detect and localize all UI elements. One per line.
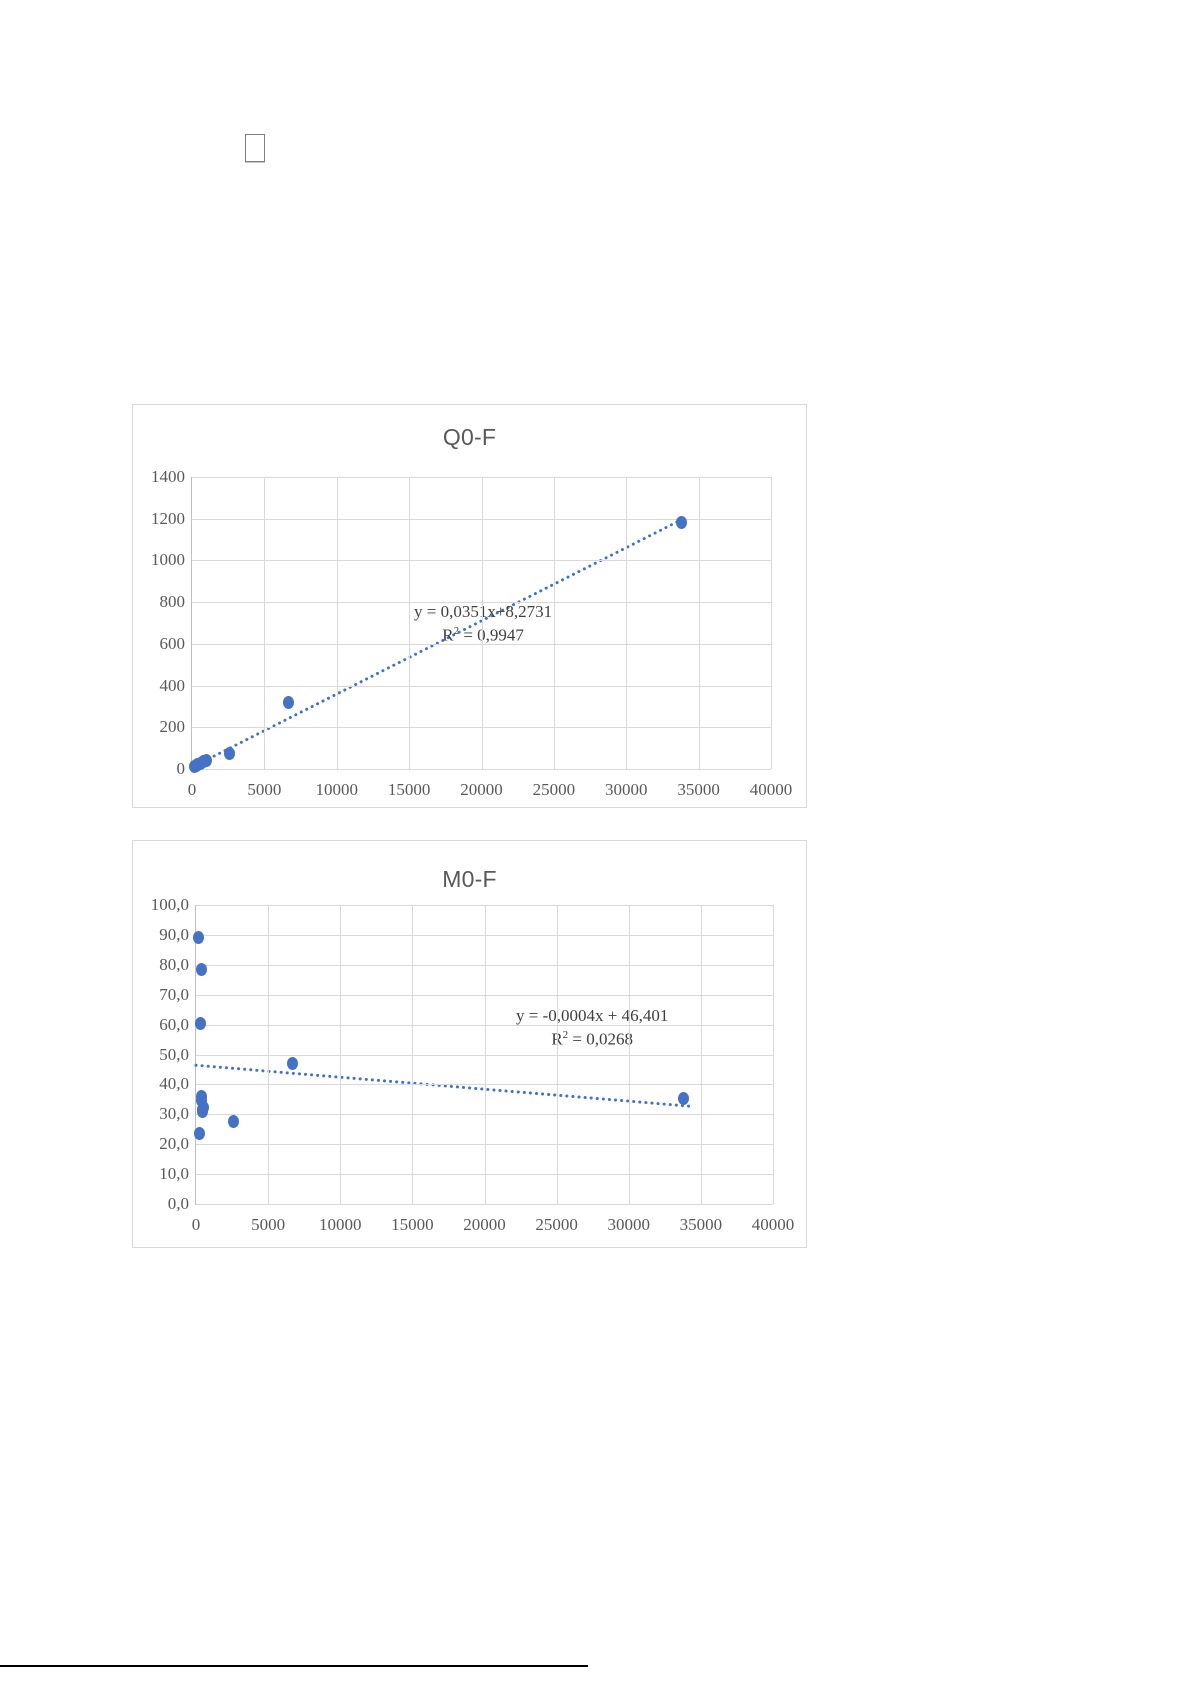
data-point[interactable] [678,1092,690,1106]
x-axis-tick-label: 5000 [247,780,282,799]
y-axis-tick-label: 30,0 [159,1104,189,1124]
gridline-vertical [700,905,702,1204]
y-axis-tick-label: 50,0 [159,1044,189,1064]
data-point[interactable] [200,753,212,767]
y-axis-tick-label: 10,0 [159,1164,189,1184]
gridline-horizontal [192,769,771,770]
data-point[interactable] [675,515,687,529]
data-point[interactable] [197,1104,209,1118]
trendline-equation-label: y = -0,0004x + 46,401 R2 = 0,0268 [516,1005,668,1052]
chart-title: M0-F [442,866,497,892]
y-axis-tick-label: 200 [159,717,186,737]
y-axis-tick-label: 70,0 [159,984,189,1004]
y-axis-tick-label: 1200 [151,508,185,528]
y-axis-tick-label: 40,0 [159,1074,189,1094]
gridline-vertical [773,905,774,1204]
x-axis-tick-label: 15000 [391,1215,434,1234]
y-axis-tick-label: 60,0 [159,1014,189,1034]
x-axis-tick-label: 40000 [751,1215,795,1234]
trendline-m0f [194,1063,696,1109]
y-axis-tick-label: 1400 [151,467,185,486]
gridline-vertical [336,477,338,769]
y-axis-tick-label: 0,0 [167,1194,189,1213]
data-point[interactable] [194,1016,206,1030]
gridline-horizontal [196,1204,773,1205]
y-axis-tick-label: 90,0 [159,924,189,944]
data-point[interactable] [193,931,205,945]
missing-glyph-box [245,134,265,162]
trendline-q0f [196,516,686,766]
y-axis-tick-label: 100,0 [150,895,189,914]
y-axis-tick-label: 80,0 [159,954,189,974]
gridline-vertical [264,477,266,769]
x-axis-tick-label: 15000 [387,780,431,799]
plot-area: y = -0,0004x + 46,401 R2 = 0,0268 0,0 10,… [151,895,795,1234]
y-axis-tick-label: 400 [159,675,186,695]
x-axis-tick-label: 25000 [532,780,576,799]
data-point[interactable] [195,963,207,977]
x-axis-tick-label: 35000 [677,780,720,799]
x-axis-tick-label: 5000 [251,1215,286,1234]
r-squared-line: R2 = 0,9947 [442,624,524,645]
gridline-vertical [268,905,270,1204]
r-squared-line: R2 = 0,0268 [551,1028,634,1049]
gridline-vertical [412,905,414,1204]
x-axis-tick-label: 10000 [315,780,359,799]
data-point[interactable] [195,1094,207,1108]
gridline-vertical [626,477,628,769]
y-axis-tick-label: 600 [159,633,186,653]
data-point[interactable] [224,747,236,761]
gridline-vertical [698,477,700,769]
data-point[interactable] [228,1114,239,1128]
gridline-vertical [556,905,558,1204]
data-point[interactable] [283,696,295,710]
x-axis-tick-label: 20000 [463,1215,506,1234]
x-axis-tick-label: 30000 [607,1215,651,1234]
data-point[interactable] [287,1057,299,1071]
gridline-vertical [553,477,555,769]
x-axis-tick-label: 10000 [319,1215,362,1234]
x-axis-tick-label: 20000 [460,780,503,799]
plot-area: y = 0,0351x+8,2731 R2 = 0,9947 0 200 400 60… [151,467,792,799]
equation-line: y = 0,0351x+8,2731 [414,602,553,621]
x-axis-tick-label: 40000 [749,780,793,799]
gridline-vertical [484,905,486,1204]
y-axis-tick-label: 800 [159,592,186,612]
x-axis-tick-label: 0 [191,1215,201,1234]
x-axis-tick-label: 0 [187,780,197,799]
chart-title: Q0-F [442,424,497,450]
trendline-path [194,1063,696,1109]
x-axis-tick-label: 35000 [679,1215,723,1234]
gridline-vertical [771,477,772,769]
y-axis-tick-label: 20,0 [159,1134,189,1154]
gridline-vertical [409,477,411,769]
gridline-vertical [340,905,342,1204]
gridline-vertical [628,905,630,1204]
equation-line: y = -0,0004x + 46,401 [516,1006,669,1025]
x-axis-tick-label: 25000 [535,1215,578,1234]
gridline-vertical [481,477,483,769]
trendline-path [196,516,686,766]
y-axis-tick-label: 0 [176,759,186,778]
trendline-equation-label: y = 0,0351x+8,2731 R2 = 0,9947 [414,601,552,648]
data-point[interactable] [194,1126,206,1140]
footer-rule [0,1665,588,1667]
chart-container-q0f[interactable]: Q0-F y = 0,0351x+8,2731 R2 = 0,9947 0 200… [132,404,807,808]
y-axis-tick-label: 1000 [151,550,185,570]
chart-container-m0f[interactable]: M0-F y = -0,0004x + 46,401 R2 = 0,0268 0… [132,840,807,1248]
x-axis-tick-label: 30000 [605,780,648,799]
